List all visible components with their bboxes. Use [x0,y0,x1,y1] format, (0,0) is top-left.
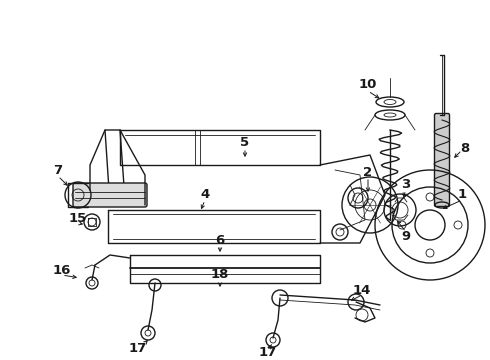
Text: 9: 9 [401,230,411,243]
Text: 16: 16 [53,264,71,276]
Text: 2: 2 [364,166,372,179]
Text: 1: 1 [458,189,466,202]
Text: 17: 17 [129,342,147,355]
FancyBboxPatch shape [435,113,449,207]
FancyBboxPatch shape [73,183,147,207]
Text: 8: 8 [461,141,469,154]
Text: 15: 15 [69,211,87,225]
Text: 4: 4 [200,189,210,202]
Text: 7: 7 [53,163,63,176]
Text: 14: 14 [353,284,371,297]
Text: 18: 18 [211,269,229,282]
Text: 6: 6 [216,234,224,247]
Text: 17: 17 [259,346,277,359]
Text: 3: 3 [401,179,411,192]
Text: 10: 10 [359,78,377,91]
Text: 5: 5 [241,136,249,149]
